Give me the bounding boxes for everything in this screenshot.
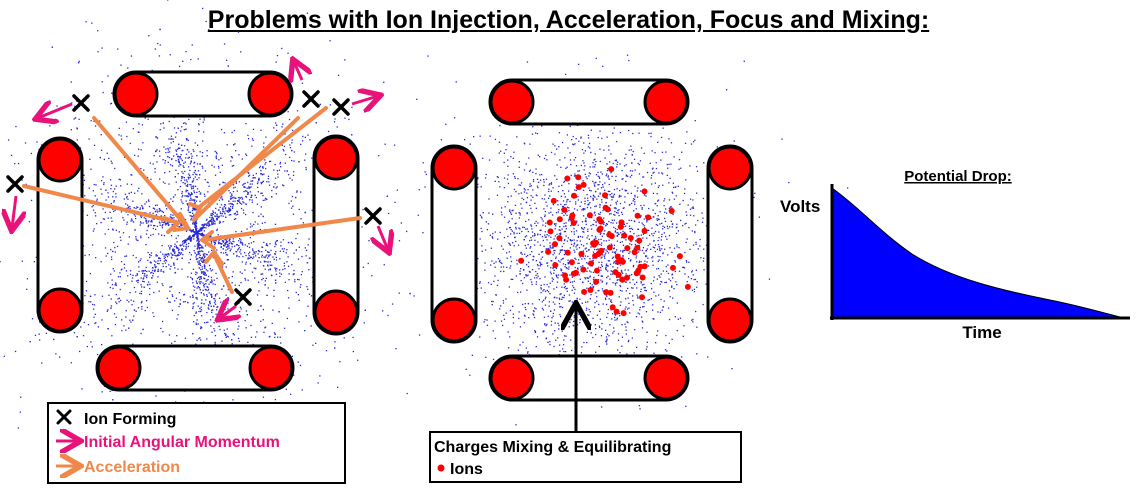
coil-right-left [312, 134, 360, 336]
x-axis-label: Time [962, 323, 1001, 342]
legend-acceleration: Acceleration [84, 459, 180, 476]
legend-ions: Ions [450, 461, 483, 478]
angular-momentum-arrows [12, 62, 388, 318]
legend-angular-momentum: Initial Angular Momentum [84, 434, 280, 451]
coil-left-left [36, 136, 84, 334]
particle-cloud-middle [413, 54, 849, 459]
x-marker [6, 175, 24, 193]
y-axis-label: Volts [780, 197, 820, 216]
coil-bottom-middle [488, 354, 690, 402]
ion-forming-markers [6, 90, 382, 306]
potential-drop-plot: Potential Drop: Volts Time [780, 168, 1130, 342]
legend-x-icon [56, 409, 72, 425]
coil-right-middle [706, 144, 754, 344]
legend-left: Ion Forming Initial Angular Momentum Acc… [47, 402, 346, 484]
coil-top-left [112, 70, 294, 118]
legend-ion-forming: Ion Forming [84, 411, 176, 428]
coil-left-middle [430, 144, 478, 344]
coil-bottom-left [95, 344, 295, 392]
ion-dots [518, 166, 691, 317]
coil-top-middle [488, 78, 690, 126]
device-middle [430, 78, 754, 438]
device-left [6, 62, 388, 392]
legend-ion-dot-icon [437, 464, 445, 472]
x-marker [332, 98, 350, 116]
potential-curve-area [831, 187, 1125, 319]
plot-title: Potential Drop: [904, 168, 1012, 185]
x-marker [364, 207, 382, 225]
legend-middle: Charges Mixing & Equilibrating Ions [429, 431, 742, 483]
legend-charges-mixing: Charges Mixing & Equilibrating [434, 439, 671, 456]
x-marker [72, 94, 90, 112]
page-title: Problems with Ion Injection, Acceleratio… [207, 6, 930, 34]
x-marker [302, 90, 320, 108]
x-marker [234, 288, 252, 306]
acceleration-arrows [22, 106, 362, 294]
